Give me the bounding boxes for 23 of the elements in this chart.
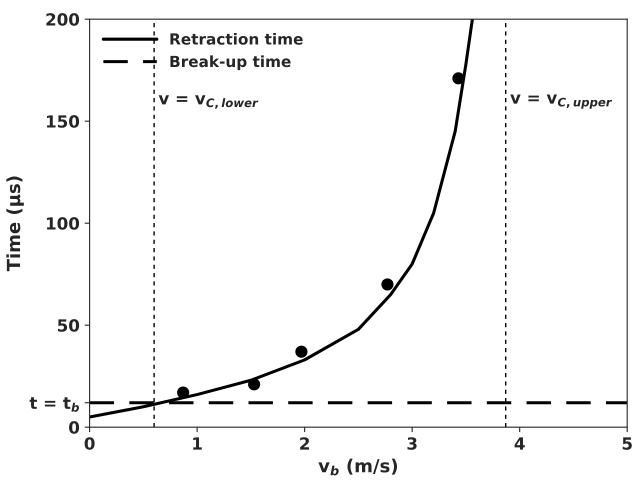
legend-label: Retraction time [170, 32, 303, 45]
y-tick-label: 150 [46, 115, 80, 128]
point [248, 378, 260, 390]
point [452, 72, 464, 84]
x-tick-label: 3 [407, 437, 417, 450]
y-tick-label: 0 [69, 421, 80, 434]
y-tick-label: t = t$_{b}$ [30, 397, 79, 412]
y-tick-label: 100 [46, 217, 80, 230]
x-tick-label: 0 [84, 437, 95, 450]
ref-line-label: v = v$_{C,lower}$ [158, 95, 258, 109]
x-axis-title: v$_{b}$ (m/s) [318, 458, 398, 476]
x-tick-label: 1 [193, 437, 202, 450]
x-tick-label: 4 [514, 437, 525, 450]
point [381, 278, 394, 290]
x-tick-label: 5 [622, 437, 632, 450]
point [295, 346, 308, 358]
legend-label: Break-up time [170, 55, 291, 70]
ref-line-label: v = v$_{C,upper}$ [510, 94, 612, 109]
point [177, 386, 190, 399]
y-tick-label: 200 [46, 13, 80, 26]
y-tick-label: 50 [58, 319, 80, 332]
y-axis-title: Time (µs) [6, 176, 24, 272]
x-tick-label: 2 [300, 437, 309, 450]
